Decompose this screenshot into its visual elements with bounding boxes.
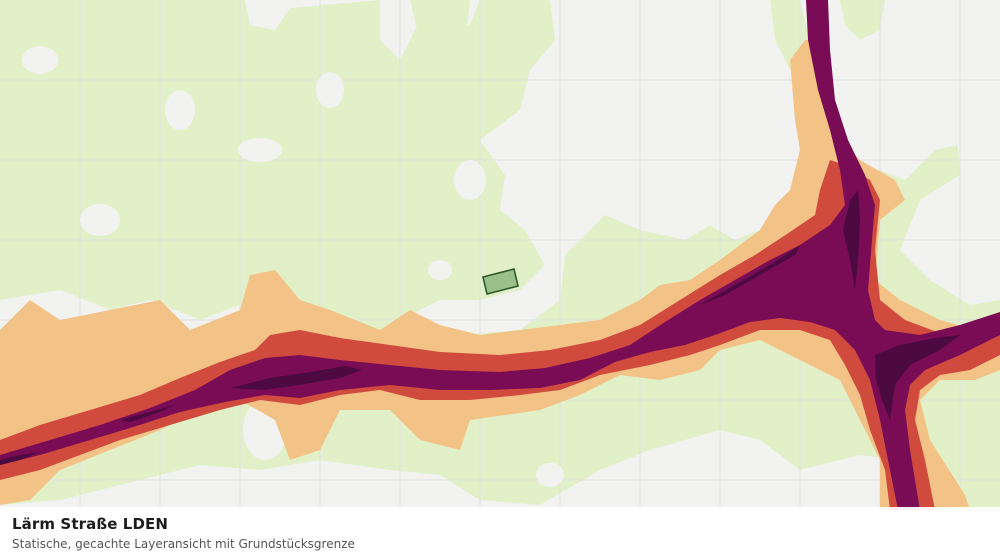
layer-title: Lärm Straße LDEN [12, 515, 169, 533]
noise-band-high [0, 0, 1000, 510]
noise-band-highest [0, 190, 960, 465]
layer-subtitle: Statische, gecachte Layeransicht mit Gru… [12, 537, 355, 551]
map-caption: Lärm Straße LDEN Statische, gecachte Lay… [0, 507, 1000, 560]
parcel-boundary[interactable] [482, 268, 519, 295]
quiet-patches [22, 46, 564, 487]
